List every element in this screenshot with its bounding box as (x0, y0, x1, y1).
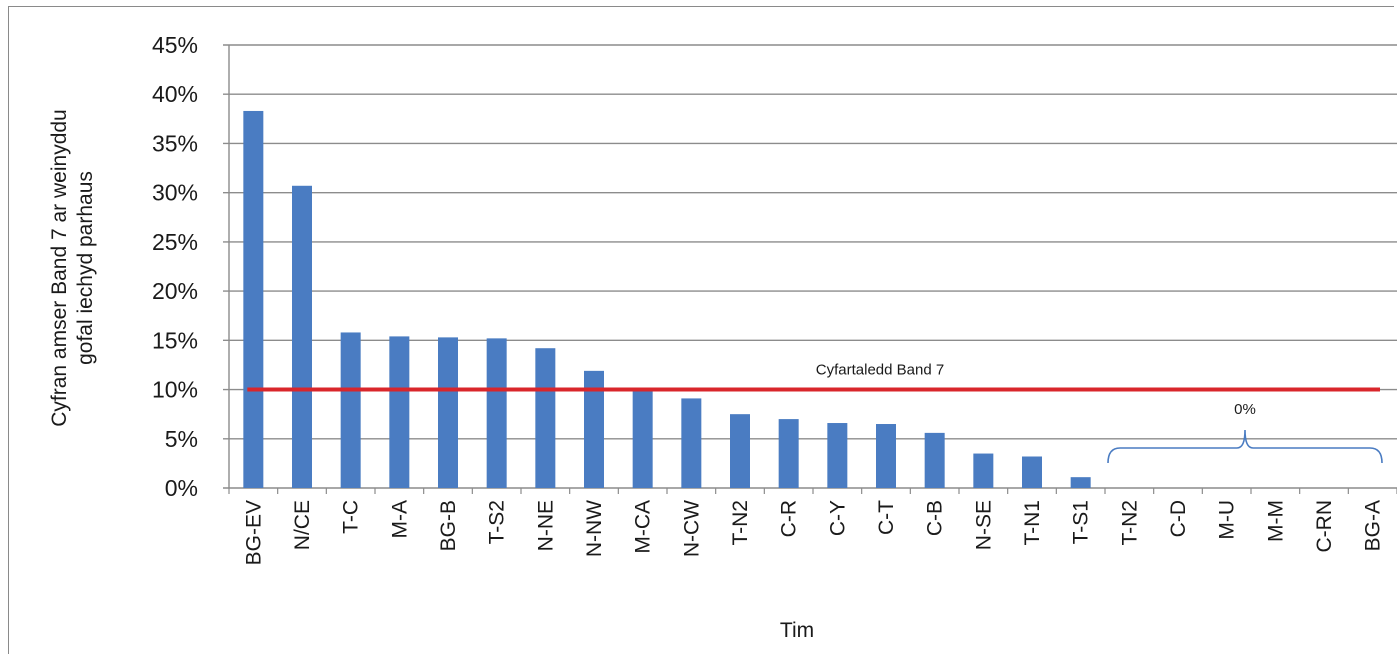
bars (243, 110, 1091, 489)
x-axis-title: Tim (780, 619, 814, 642)
x-tick-label: BG-EV (242, 500, 265, 565)
x-tick-label: M-M (1264, 500, 1287, 542)
y-axis-title-line1: Cyfran amser Band 7 ar weinyddu (48, 109, 71, 427)
y-axis-ticks: 0% 5% 10% 15% 20% 25% 30% 35% 40% 45% (152, 32, 198, 501)
x-tick-label: N/CE (291, 500, 314, 550)
y-tick-label: 35% (152, 130, 198, 156)
bar (340, 332, 361, 488)
x-tick-label: T-N2 (729, 500, 752, 546)
y-tick-label: 45% (152, 32, 198, 58)
x-tick-label: C-R (778, 500, 801, 537)
x-tick-label: BG-B (437, 500, 460, 551)
y-tick-label: 30% (152, 180, 198, 206)
x-tick-label: C-Y (826, 500, 849, 536)
bar (438, 337, 458, 488)
gridlines (223, 44, 1397, 494)
reference-line-group: Cyfartaledd Band 7 (247, 362, 1380, 392)
bar (876, 424, 896, 488)
x-tick-label: M-A (388, 500, 411, 539)
bar (584, 370, 604, 488)
x-tick-label: T-S1 (1070, 500, 1093, 544)
bar (243, 110, 264, 489)
bar (1070, 477, 1091, 488)
x-tick-label: M-U (1216, 500, 1239, 540)
x-tick-label: C-B (924, 500, 947, 536)
x-tick-label: N-SE (972, 500, 995, 550)
bar (681, 398, 702, 488)
y-tick-label: 20% (152, 278, 198, 304)
bar (924, 432, 945, 488)
x-tick-label: M-CA (632, 500, 655, 554)
bar (292, 185, 312, 488)
bar (730, 414, 750, 488)
bar (535, 348, 556, 488)
bar (389, 336, 410, 488)
brace-shape (1107, 429, 1383, 464)
bar (973, 453, 994, 488)
bar (778, 419, 799, 488)
x-axis-ticks: BG-EV N/CE T-C M-A BG-B T-S2 N-NE N-NW M-CA N-CW T… (242, 500, 1384, 566)
zero-group-brace: 0% (1107, 401, 1383, 464)
bar (1022, 456, 1042, 488)
y-tick-label: 40% (152, 81, 198, 107)
chart-frame (8, 6, 1394, 654)
x-tick-label: T-N2 (1118, 500, 1141, 546)
x-tick-label: T-S2 (486, 500, 509, 544)
x-tick-label: N-NE (534, 500, 557, 551)
x-tick-label: C-D (1167, 500, 1190, 537)
y-tick-label: 0% (165, 475, 198, 501)
y-tick-label: 15% (152, 327, 198, 353)
reference-line-label: Cyfartaledd Band 7 (816, 362, 944, 379)
y-tick-label: 25% (152, 229, 198, 255)
zero-group-label: 0% (1234, 401, 1256, 418)
bar (827, 423, 848, 488)
x-tick-label: C-T (875, 500, 898, 535)
y-axis-title-line2: gofal iechyd parhaus (74, 171, 97, 365)
y-tick-label: 5% (165, 426, 198, 452)
x-tick-label: T-N1 (1021, 500, 1044, 546)
bar (632, 390, 653, 488)
y-tick-label: 10% (152, 377, 198, 403)
x-tick-label: N-NW (583, 500, 606, 557)
x-tick-label: C-RN (1313, 500, 1336, 553)
x-tick-label: T-C (340, 500, 363, 534)
x-tick-label: N-CW (680, 500, 703, 557)
x-tick-label: BG-A (1362, 500, 1385, 551)
bar (486, 338, 507, 488)
